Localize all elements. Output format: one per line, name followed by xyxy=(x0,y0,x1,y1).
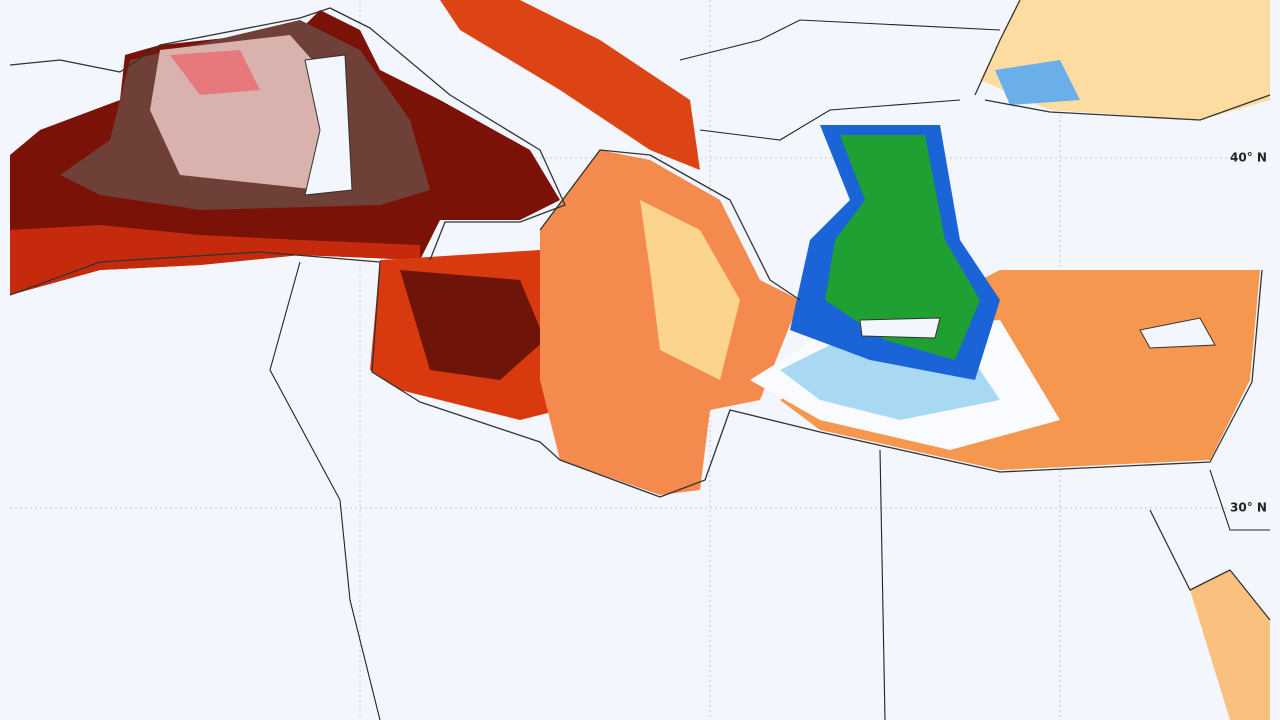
western-pink xyxy=(170,50,260,95)
ionian-pale xyxy=(640,200,740,380)
sea-anomaly xyxy=(10,0,1270,720)
lat-label: 30° N xyxy=(1230,501,1267,515)
red-sea xyxy=(1190,570,1270,720)
coastline xyxy=(974,0,1271,121)
black-sea-blue xyxy=(995,60,1080,105)
aegean-green xyxy=(825,135,980,360)
sicily-channel-core xyxy=(400,270,545,380)
crete xyxy=(859,317,941,339)
lat-label: 40° N xyxy=(1230,151,1267,165)
border xyxy=(679,19,1001,141)
border xyxy=(269,261,1270,720)
coastline xyxy=(9,251,1263,498)
coastline xyxy=(539,149,801,301)
corsica-sardinia xyxy=(304,54,353,196)
adriatic xyxy=(440,0,700,170)
western-south-band xyxy=(10,225,420,295)
coastline xyxy=(1149,509,1271,621)
coastlines xyxy=(9,0,1271,720)
coastline xyxy=(9,7,566,261)
cyprus xyxy=(1139,317,1216,349)
